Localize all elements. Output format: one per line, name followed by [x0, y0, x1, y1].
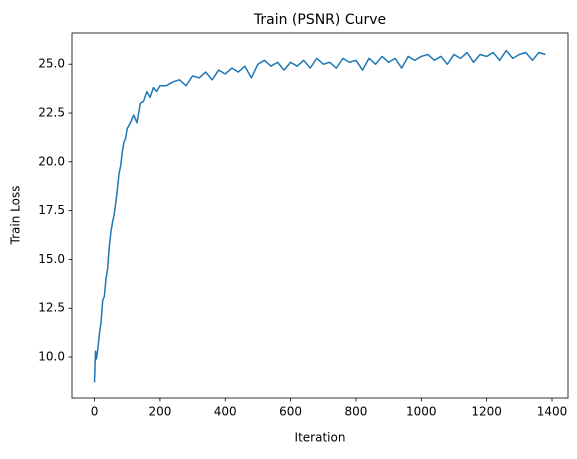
x-tick-label: 600 [279, 405, 302, 419]
x-tick-label: 1000 [406, 405, 437, 419]
x-axis-label: Iteration [295, 431, 346, 445]
y-tick-label: 12.5 [38, 301, 65, 315]
y-axis-label: Train Loss [9, 186, 23, 246]
y-tick-label: 17.5 [38, 203, 65, 217]
x-tick-label: 1200 [471, 405, 502, 419]
x-tick-label: 0 [91, 405, 99, 419]
y-tick-label: 15.0 [38, 252, 65, 266]
plot-frame [71, 32, 569, 399]
y-tick-label: 20.0 [38, 154, 65, 168]
x-tick-label: 1400 [537, 405, 568, 419]
y-tick-label: 25.0 [38, 57, 65, 71]
x-tick-label: 400 [214, 405, 237, 419]
chart-title: Train (PSNR) Curve [253, 12, 386, 28]
line [93, 49, 546, 383]
y-tick-label: 22.5 [38, 106, 65, 120]
x-tick-label: 800 [344, 405, 367, 419]
y-tick-label: 10.0 [38, 350, 65, 364]
x-tick-label: 200 [148, 405, 171, 419]
